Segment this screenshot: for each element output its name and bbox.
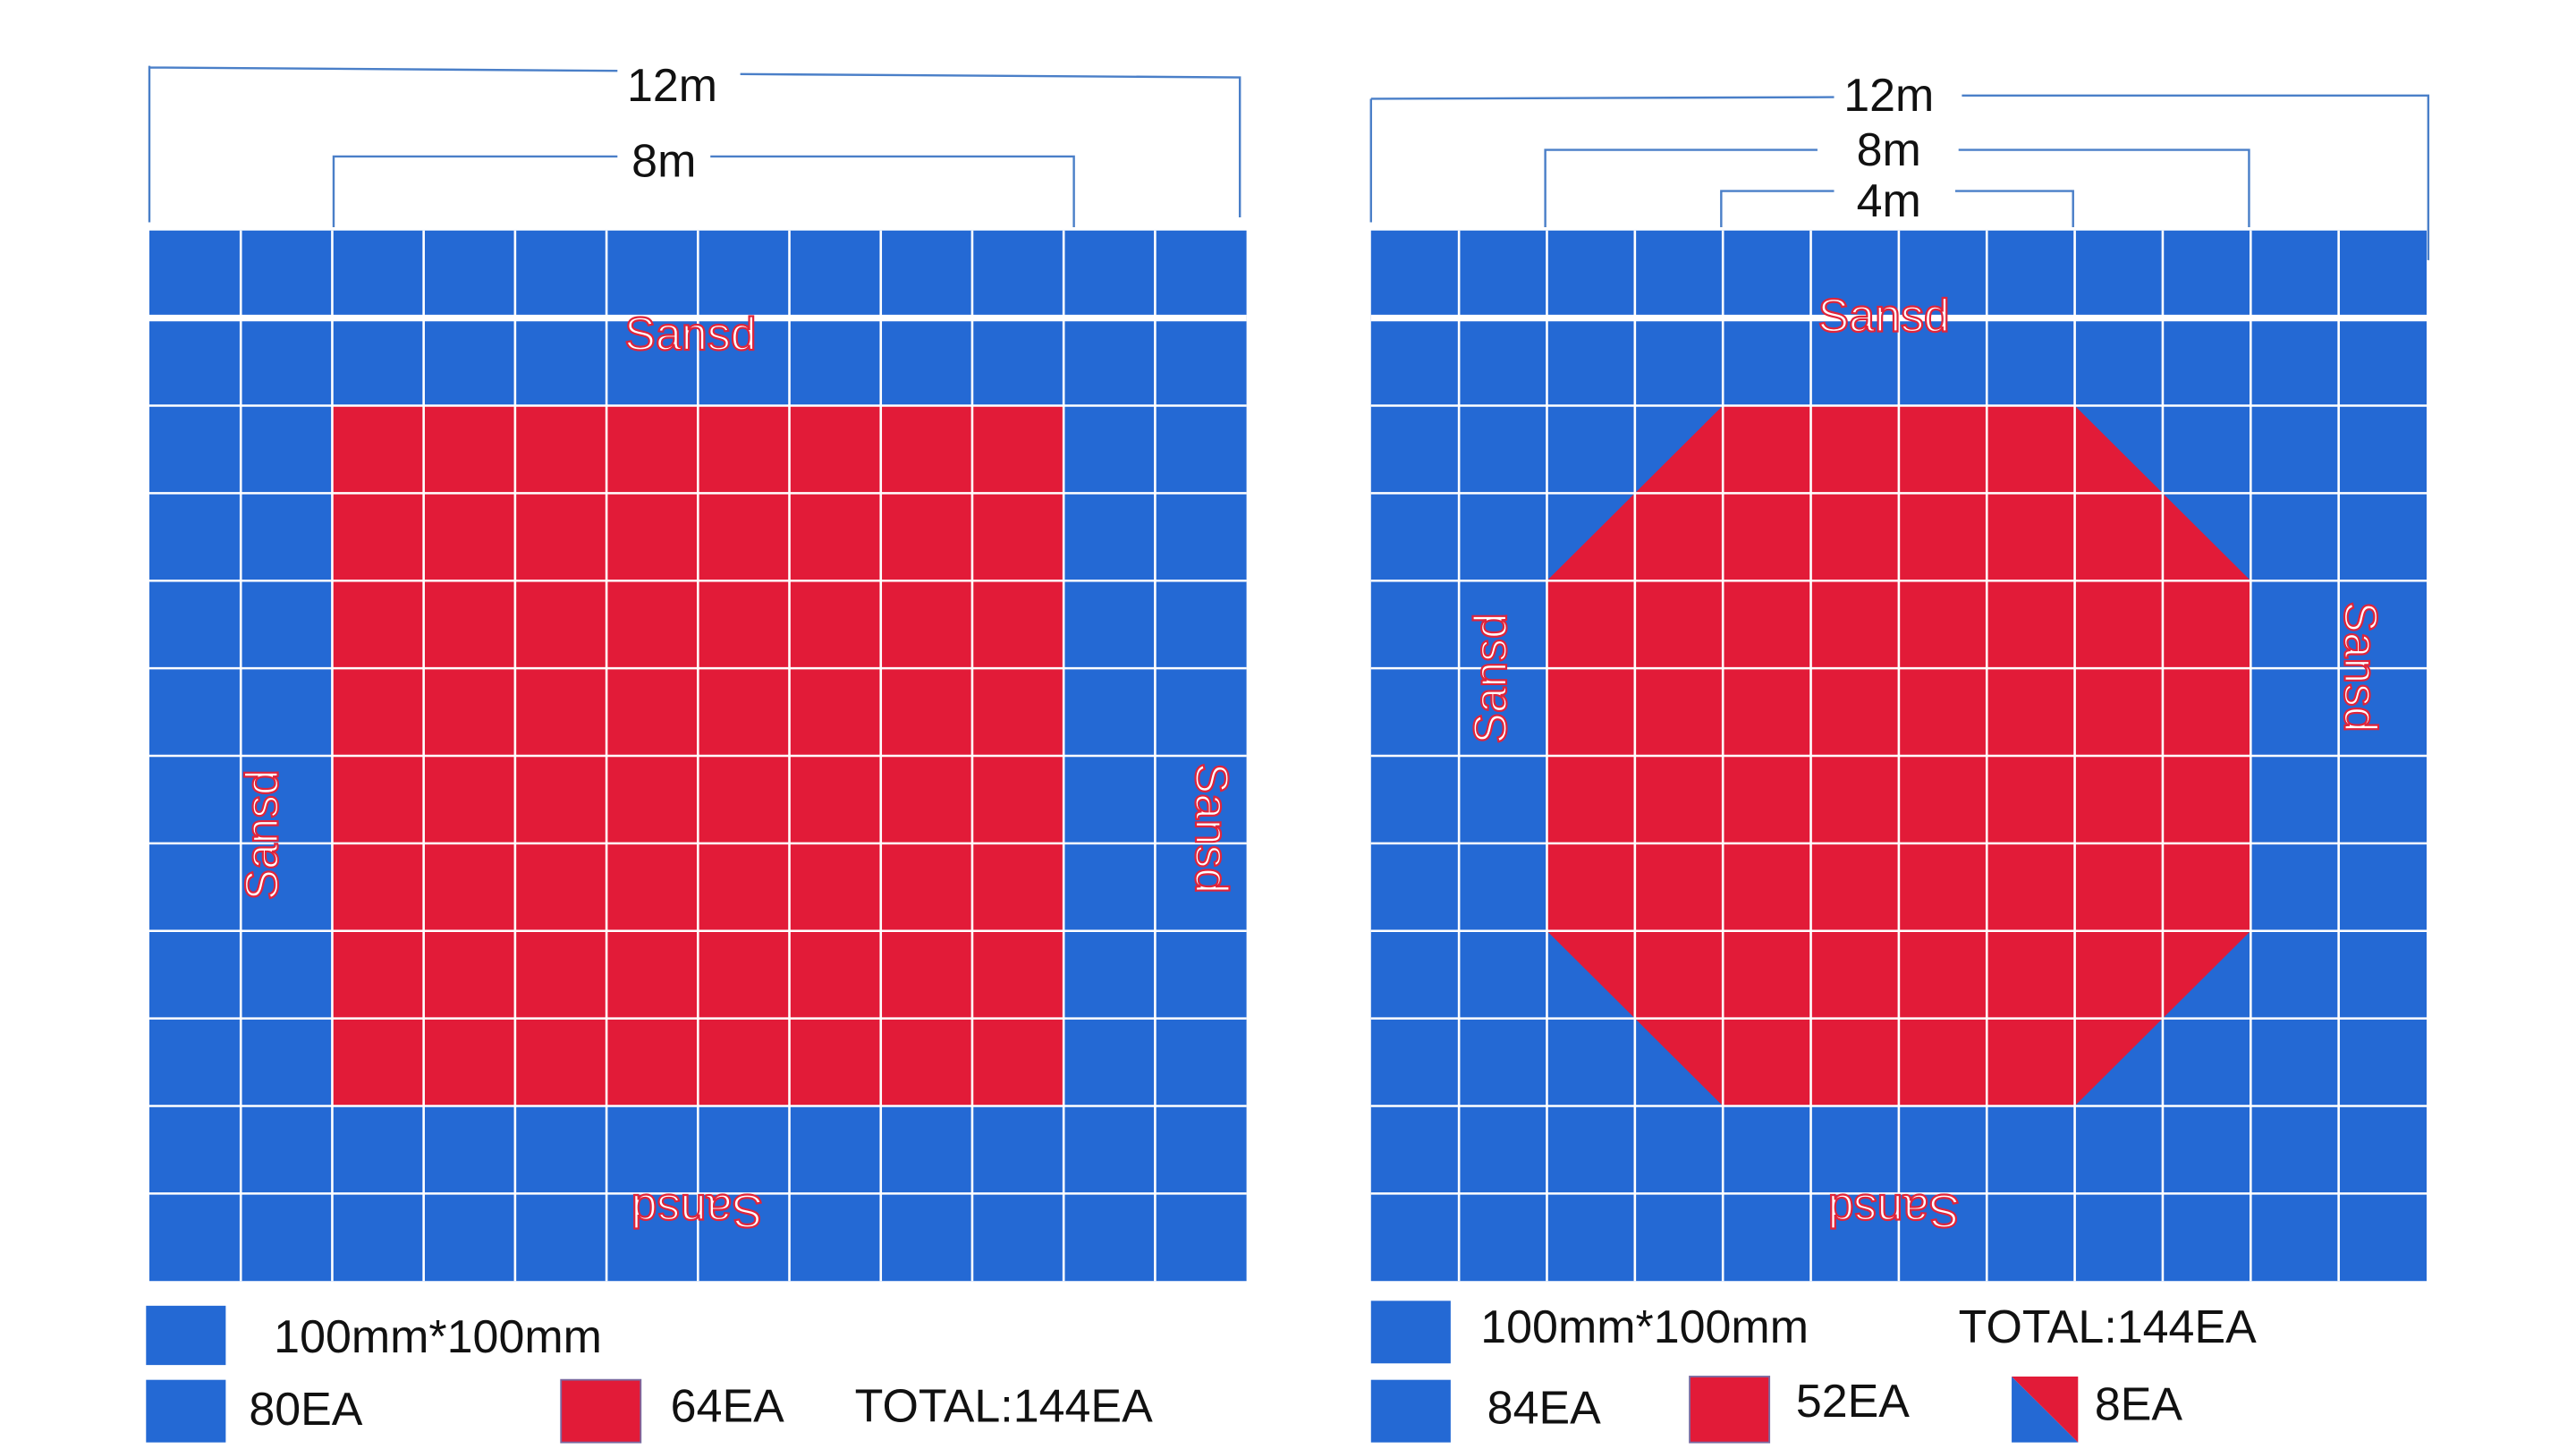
court-label: Sansd [624, 308, 756, 360]
court-label: Sansd [631, 1185, 763, 1237]
legend-text: 64EA [671, 1380, 785, 1432]
legend-text: 8EA [2095, 1378, 2183, 1430]
dimension-line [332, 155, 1075, 228]
dimension-line [148, 65, 1241, 223]
dimension-label: 4m [1857, 174, 1921, 226]
legend-swatch [1689, 1376, 1771, 1444]
legend-swatch-split [2012, 1377, 2079, 1443]
split-red [2012, 1377, 2079, 1443]
legend-text: TOTAL:144EA [1959, 1301, 2258, 1352]
dimension-label: 8m [631, 135, 696, 187]
dimension-line [1720, 190, 2074, 228]
dimension-line [1369, 94, 2430, 260]
legend-swatch [560, 1378, 642, 1444]
dimension-label: 12m [627, 59, 717, 111]
legend-text: 80EA [249, 1383, 363, 1435]
legend-swatch [1370, 1379, 1451, 1443]
legend-text: 52EA [1796, 1375, 1911, 1427]
legend-text: TOTAL:144EA [855, 1380, 1154, 1432]
right-floor [1370, 230, 2427, 1282]
court-label: Sansd [1186, 763, 1238, 894]
court-label: Sansd [1828, 1185, 1960, 1237]
court-label: Sansd [2334, 601, 2386, 732]
legend-text: 84EA [1487, 1381, 1602, 1433]
court-label: Sansd [235, 769, 287, 900]
legend-swatch [1370, 1301, 1451, 1364]
legend-swatch [146, 1305, 226, 1366]
dimension-label: 8m [1857, 123, 1921, 175]
court-label: Sansd [1818, 290, 1950, 342]
legend-swatch [146, 1379, 226, 1443]
left-floor [149, 230, 1247, 1282]
dimension-label: 12m [1843, 69, 1934, 121]
dimension-line [1544, 148, 2250, 228]
court-label: Sansd [1464, 613, 1516, 743]
legend-text: 100mm*100mm [274, 1310, 602, 1362]
legend-text: 100mm*100mm [1480, 1301, 1809, 1352]
